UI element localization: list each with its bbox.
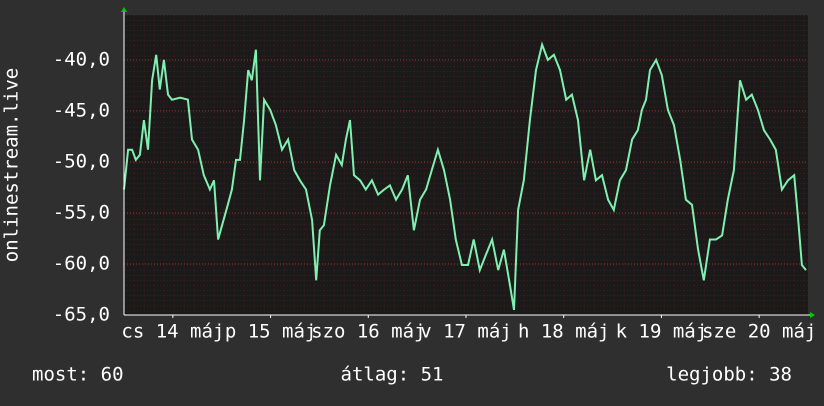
y-tick-label: -45,0 bbox=[53, 99, 110, 121]
x-tick-label: k 19 máj bbox=[616, 321, 708, 343]
y-tick-label: -40,0 bbox=[53, 48, 110, 70]
x-tick-label: p 15 máj bbox=[225, 321, 317, 343]
y-arrow bbox=[121, 7, 127, 12]
footer-current: most: 60 bbox=[32, 364, 124, 386]
footer-best: legjobb: 38 bbox=[666, 364, 792, 386]
y-tick-label: -50,0 bbox=[53, 150, 110, 172]
x-tick-label: h 18 máj bbox=[518, 321, 610, 343]
y-axis-label: onlinestream.live bbox=[1, 68, 23, 262]
x-tick-label: szo 16 máj bbox=[311, 321, 425, 343]
y-tick-label: -55,0 bbox=[53, 201, 110, 223]
series bbox=[123, 41, 807, 311]
x-tick-label: cs 14 máj bbox=[121, 321, 224, 343]
x-arrow bbox=[810, 312, 815, 318]
y-tick-label: -65,0 bbox=[53, 304, 110, 326]
series-line bbox=[123, 41, 807, 311]
footer-average: átlag: 51 bbox=[341, 364, 444, 386]
y-tick-label: -60,0 bbox=[53, 252, 110, 274]
x-tick-label: v 17 máj bbox=[420, 321, 512, 343]
x-tick-label: sze 20 máj bbox=[702, 321, 816, 343]
